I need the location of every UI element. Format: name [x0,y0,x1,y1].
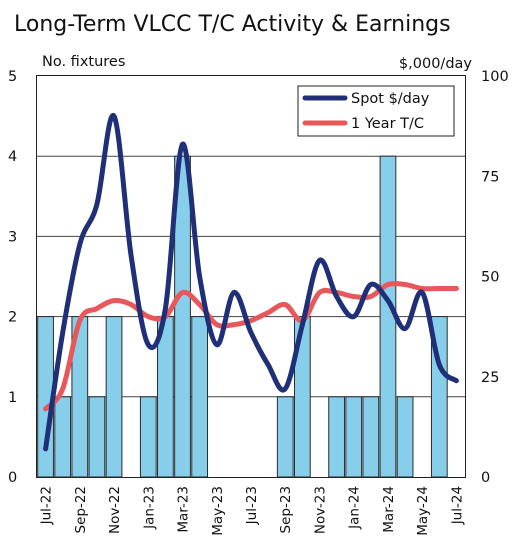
series-lines [43,113,459,452]
x-axis-ticks: Jul-22 Sep-22 Nov-22 Jan-23 Mar-23 May-23 Jul-… [39,486,466,536]
chart-title: Long-Term VLCC T/C Activity & Earnings [14,12,451,37]
x-tick-label: Mar-24 [381,486,397,533]
right-tick-label: 100 [481,69,509,85]
bar-Aug-22 [54,396,72,478]
bar-Dec-23 [328,396,345,478]
left-tick-label: 4 [8,149,17,165]
bar-Feb-24 [362,396,380,478]
bar-Apr-23 [191,316,209,478]
x-tick-label: Jul-24 [449,486,465,525]
x-tick-label: Sep-23 [278,486,294,534]
bar-Apr-24 [396,396,414,478]
legend-box [297,85,455,137]
left-axis-label: No. fixtures [42,54,125,70]
x-tick-label: Sep-22 [73,486,89,534]
bar-Jan-23 [139,396,157,478]
legend-label-spot: Spot $/day [351,91,430,107]
right-tick-label: 50 [481,270,499,286]
series-line-tc [43,280,459,412]
plot-frame [36,75,466,478]
left-tick-label: 1 [8,390,17,406]
bar-Nov-22 [105,316,123,478]
x-tick-label: Jan-24 [347,486,363,530]
right-tick-label: 75 [481,169,499,185]
legend-label-tc: 1 Year T/C [351,116,424,132]
left-tick-label: 0 [8,470,17,486]
bar-Jan-24 [345,396,363,478]
right-tick-label: 25 [481,370,499,386]
x-tick-label: Jul-23 [244,486,260,525]
left-tick-label: 5 [8,69,17,85]
x-tick-label: Jul-22 [39,486,55,525]
right-axis-label: $,000/day [399,56,472,72]
left-tick-label: 2 [8,310,17,326]
bar-Sep-23 [276,396,294,478]
fixtures-bars [37,155,448,478]
x-tick-label: May-23 [210,486,226,536]
right-axis-ticks: 0 25 50 75 100 [481,69,509,486]
x-tick-label: Jan-23 [141,486,157,530]
x-tick-label: Mar-23 [176,486,192,533]
right-tick-label: 0 [481,470,490,486]
series-line-spot [43,113,459,452]
x-tick-label: May-24 [415,486,431,536]
x-tick-label: Nov-23 [313,486,329,534]
bar-Oct-22 [88,396,106,478]
legend: Spot $/day 1 Year T/C [297,85,455,137]
x-tick-label: Nov-22 [107,486,123,534]
left-axis-ticks: 0 1 2 3 4 5 [8,69,17,486]
left-tick-label: 3 [8,229,17,245]
